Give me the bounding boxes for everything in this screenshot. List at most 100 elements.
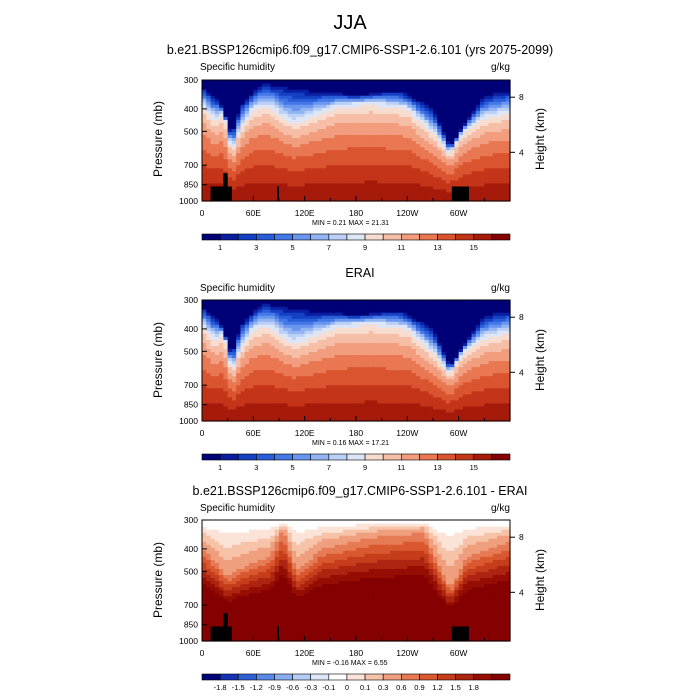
colorbar-label: 0.1 xyxy=(360,683,370,692)
y-tick-label-0: 300 xyxy=(184,75,198,85)
colorbar-swatch xyxy=(491,233,511,241)
panel-3-left-label: Specific humidity xyxy=(200,503,276,514)
colorbar-label: -1.8 xyxy=(214,683,227,692)
y-tick-label-2: 500 xyxy=(184,126,198,136)
colorbar-swatch xyxy=(292,673,312,681)
x-tick-label-4: 120W xyxy=(396,428,418,438)
colorbar-label: 13 xyxy=(433,463,441,472)
colorbar-label: -0.6 xyxy=(286,683,299,692)
x-tick-label-1: 60E xyxy=(246,208,261,218)
colorbar-label: 11 xyxy=(397,463,405,472)
colorbar-label: 1 xyxy=(218,243,222,252)
colorbar-label: 1 xyxy=(218,463,222,472)
colorbar-label: -0.3 xyxy=(304,683,317,692)
x-tick-label-5: 60W xyxy=(450,428,467,438)
x-tick-label-5: 60W xyxy=(450,208,467,218)
x-tick-label-2: 120E xyxy=(295,208,315,218)
y-right-tick-label-1: 4 xyxy=(519,147,524,157)
colorbar-label: 0.6 xyxy=(396,683,406,692)
colorbar-swatch xyxy=(364,673,384,681)
y-right-tick-label-0: 8 xyxy=(519,312,524,322)
colorbar-label: 1.8 xyxy=(469,683,479,692)
colorbar-label: 9 xyxy=(363,463,367,472)
colorbar-swatch xyxy=(491,673,511,681)
panel-3-min-max: MIN = -0.16 MAX = 6.55 xyxy=(312,660,388,667)
colorbar-swatch xyxy=(437,673,456,681)
panel-3-field xyxy=(202,520,511,642)
colorbar-label: 5 xyxy=(291,463,295,472)
panel-3-title: b.e21.BSSP126cmip6.f09_g17.CMIP6-SSP1-2.… xyxy=(192,484,528,498)
x-tick-label-4: 120W xyxy=(396,648,418,658)
y-tick-label-2: 500 xyxy=(184,346,198,356)
x-tick-label-1: 60E xyxy=(246,428,261,438)
colorbar-swatch xyxy=(201,673,221,681)
y-tick-label-1: 400 xyxy=(184,104,198,114)
colorbar-label: 0.9 xyxy=(414,683,424,692)
colorbar-label: 7 xyxy=(327,243,331,252)
panel-2-field xyxy=(202,300,511,422)
x-tick-label-4: 120W xyxy=(396,208,418,218)
y-tick-label-5: 1000 xyxy=(179,196,198,206)
y-tick-label-5: 1000 xyxy=(179,636,198,646)
panel-2-min-max: MIN = 0.16 MAX = 17.21 xyxy=(312,440,390,447)
panel-1-left-label: Specific humidity xyxy=(200,62,276,73)
colorbar-label: 1.5 xyxy=(450,683,460,692)
colorbar-swatch xyxy=(473,673,493,681)
y-tick-label-0: 300 xyxy=(184,515,198,525)
colorbar-label: 9 xyxy=(363,243,367,252)
colorbar-swatch xyxy=(382,673,402,681)
y-tick-label-4: 850 xyxy=(184,400,198,410)
colorbar-label: 11 xyxy=(397,243,405,252)
y-tick-label-3: 700 xyxy=(184,380,198,390)
panel-3-topography-mask xyxy=(210,613,469,641)
x-tick-label-5: 60W xyxy=(450,648,467,658)
panel-2-title: ERAI xyxy=(345,266,375,280)
x-tick-label-2: 120E xyxy=(295,648,315,658)
panel-1-colorbar: 1 3 5 7 9 11 13 15 xyxy=(201,233,511,252)
panel-2-right-label: g/kg xyxy=(491,283,510,294)
x-tick-label-2: 120E xyxy=(295,428,315,438)
colorbar-swatch xyxy=(491,453,511,461)
colorbar-label: 3 xyxy=(254,243,258,252)
y-tick-label-5: 1000 xyxy=(179,416,198,426)
y-right-tick-label-0: 8 xyxy=(519,532,524,542)
panel-1-title: b.e21.BSSP126cmip6.f09_g17.CMIP6-SSP1-2.… xyxy=(166,43,554,57)
colorbar-swatch xyxy=(237,673,257,681)
y-tick-label-3: 700 xyxy=(184,600,198,610)
y-right-tick-label-1: 4 xyxy=(519,367,524,377)
panel-3-colorbar: -1.8 -1.5 -1.2 -0.9 -0.6 -0.3 -0.1 0 0.1 0.3 0.6 0.… xyxy=(201,673,511,692)
y-tick-label-4: 850 xyxy=(184,620,198,630)
colorbar-swatch xyxy=(419,673,438,681)
panel-1-field xyxy=(202,80,511,202)
colorbar-swatch xyxy=(219,673,239,681)
colorbar-label: 15 xyxy=(470,463,478,472)
y-right-tick-label-1: 4 xyxy=(519,587,524,597)
colorbar-label: 5 xyxy=(291,243,295,252)
colorbar-label: 0 xyxy=(345,683,349,692)
colorbar-label: -0.9 xyxy=(268,683,281,692)
colorbar-swatch xyxy=(455,673,475,681)
colorbar-label: 3 xyxy=(254,463,258,472)
y-tick-label-1: 400 xyxy=(184,544,198,554)
figure-title: JJA xyxy=(333,12,367,34)
panel-3-right-label: g/kg xyxy=(491,503,510,514)
colorbar-label: -1.2 xyxy=(250,683,263,692)
colorbar-label: 7 xyxy=(327,463,331,472)
y-right-tick-label-0: 8 xyxy=(519,92,524,102)
x-tick-label-1: 60E xyxy=(246,648,261,658)
colorbar-label: 15 xyxy=(470,243,478,252)
y-tick-label-2: 500 xyxy=(184,566,198,576)
colorbar-swatch xyxy=(310,673,330,681)
panel-2-colorbar: 1 3 5 7 9 11 13 15 xyxy=(201,453,511,472)
x-tick-label-3: 180 xyxy=(349,208,363,218)
colorbar-label: -0.1 xyxy=(322,683,335,692)
colorbar-swatch xyxy=(256,673,275,681)
x-tick-label-3: 180 xyxy=(349,648,363,658)
colorbar-label: 1.2 xyxy=(432,683,442,692)
colorbar-swatch xyxy=(274,673,293,681)
panel-1-topography-mask xyxy=(210,173,469,201)
y-tick-label-4: 850 xyxy=(184,180,198,190)
